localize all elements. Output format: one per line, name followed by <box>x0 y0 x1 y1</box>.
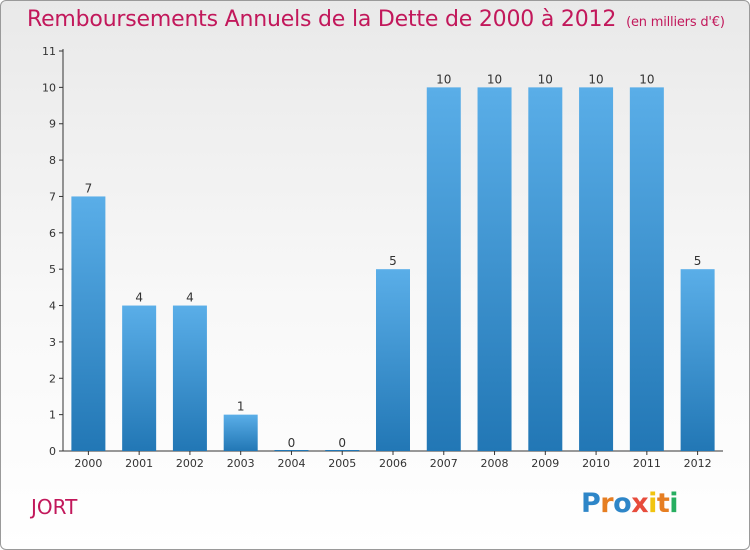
x-tick-label: 2004 <box>277 457 305 470</box>
bars <box>71 87 715 451</box>
bar-2003 <box>223 414 258 451</box>
chart-title: Remboursements Annuels de la Dette de 20… <box>27 7 725 32</box>
y-tick-label: 11 <box>42 45 56 58</box>
x-tick-label: 2002 <box>176 457 204 470</box>
proxiti-logo[interactable]: Proxiti <box>581 488 679 519</box>
y-tick-label: 9 <box>49 118 56 131</box>
chart-unit: (en milliers d'€) <box>626 15 725 30</box>
logo-letter: x <box>631 488 649 519</box>
data-label: 5 <box>694 254 702 268</box>
y-tick-label: 0 <box>49 445 56 458</box>
y-tick-label: 6 <box>49 227 56 240</box>
x-tick-label: 2003 <box>227 457 255 470</box>
y-tick-label: 10 <box>42 81 56 94</box>
bar-2001 <box>122 305 157 451</box>
logo-letter: P <box>581 488 601 519</box>
logo-letter: o <box>613 488 632 519</box>
bar-2009 <box>528 87 563 451</box>
logo-letter: i <box>669 488 679 519</box>
data-label: 5 <box>389 254 397 268</box>
y-tick-label: 7 <box>49 190 56 203</box>
y-tick-label: 2 <box>49 372 56 385</box>
x-tick-label: 2010 <box>582 457 610 470</box>
bar-2010 <box>579 87 614 451</box>
y-tick-label: 5 <box>49 263 56 276</box>
subject-name: JORT <box>31 495 78 519</box>
data-label: 10 <box>487 72 502 86</box>
y-tick-label: 1 <box>49 409 56 422</box>
bar-2000 <box>71 196 106 451</box>
y-tick-label: 8 <box>49 154 56 167</box>
x-tick-label: 2007 <box>430 457 458 470</box>
x-tick-label: 2008 <box>481 457 509 470</box>
bar-2011 <box>629 87 664 451</box>
bar-2007 <box>426 87 461 451</box>
data-label: 0 <box>338 436 346 450</box>
bar-2006 <box>376 269 410 451</box>
data-label: 4 <box>135 291 143 305</box>
x-tick-label: 2011 <box>633 457 661 470</box>
data-label: 10 <box>639 72 654 86</box>
x-tick-label: 2006 <box>379 457 407 470</box>
data-label: 7 <box>85 181 93 195</box>
x-tick-label: 2005 <box>328 457 356 470</box>
x-tick-label: 2012 <box>684 457 712 470</box>
bar-2012 <box>680 269 715 451</box>
data-label: 4 <box>186 291 194 305</box>
data-label: 10 <box>538 72 553 86</box>
x-tick-label: 2009 <box>531 457 559 470</box>
x-tick-label: 2000 <box>74 457 102 470</box>
data-label: 10 <box>588 72 603 86</box>
bar-2008 <box>477 87 512 451</box>
logo-letter: i <box>648 488 657 519</box>
logo-letter: r <box>600 488 614 519</box>
data-label: 0 <box>288 436 296 450</box>
y-tick-label: 4 <box>49 300 56 313</box>
logo-letter: t <box>656 488 670 519</box>
bar-2002 <box>172 305 207 451</box>
data-label: 10 <box>436 72 451 86</box>
chart-title-text: Remboursements Annuels de la Dette de 20… <box>27 7 617 32</box>
x-tick-label: 2001 <box>125 457 153 470</box>
data-label: 1 <box>237 400 245 414</box>
y-tick-label: 3 <box>49 336 56 349</box>
